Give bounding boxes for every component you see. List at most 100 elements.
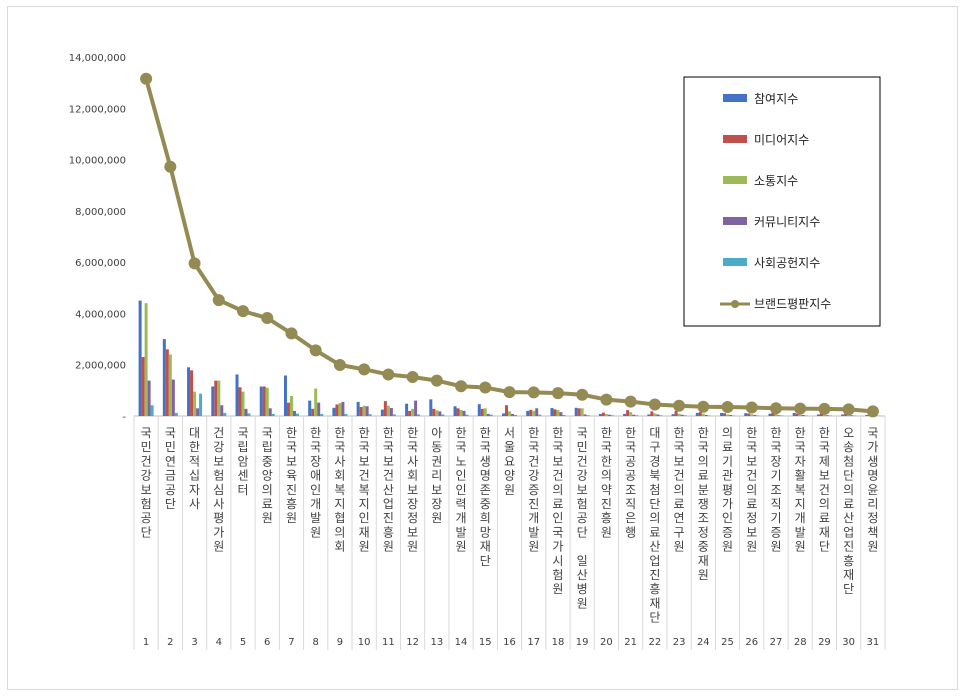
bar-1-27 (795, 413, 799, 416)
bar-2-25 (750, 414, 754, 416)
line-point-5-9 (358, 363, 371, 376)
bars (138, 300, 881, 416)
bar-2-16 (532, 410, 536, 416)
axes: - 2,000,000 4,000,000 6,000,000 8,000,000 10,… (69, 53, 886, 650)
bar-4-20 (635, 415, 639, 416)
line-point-5-16 (527, 386, 540, 399)
bar-2-10 (386, 405, 390, 416)
bar-1-21 (650, 411, 654, 416)
rank-label: 18 (552, 637, 565, 648)
line-point-5-5 (261, 312, 274, 325)
bar-3-9 (365, 406, 369, 416)
bar-2-18 (580, 408, 584, 416)
bar-4-7 (320, 413, 324, 416)
line-point-5-6 (285, 327, 298, 340)
bar-2-1 (168, 354, 172, 416)
bar-1-18 (577, 408, 581, 416)
y-tick-label: 14,000,000 (69, 53, 126, 64)
bar-3-5 (268, 408, 272, 416)
bar-4-26 (780, 415, 784, 416)
bar-2-12 (435, 410, 439, 416)
rank-label: 10 (358, 637, 371, 648)
bar-4-14 (489, 414, 493, 416)
bar-1-13 (456, 408, 460, 416)
bar-0-30 (865, 414, 869, 416)
bar-0-5 (259, 386, 263, 416)
bar-1-9 (359, 407, 363, 416)
bar-4-18 (586, 415, 590, 416)
bar-2-24 (726, 414, 730, 416)
line-point-5-26 (769, 402, 782, 415)
bar-3-25 (753, 414, 757, 416)
line-point-5-3 (212, 294, 225, 307)
bar-4-0 (150, 405, 154, 416)
y-tick-label: 8,000,000 (75, 207, 126, 218)
line-point-5-8 (333, 358, 346, 371)
line-point-5-2 (188, 257, 201, 270)
bar-0-11 (405, 403, 409, 416)
bar-2-8 (338, 403, 342, 416)
bar-2-5 (265, 387, 269, 416)
rank-label: 27 (770, 637, 783, 648)
legend-box (683, 76, 881, 327)
rank-label: 30 (842, 637, 855, 648)
line-point-5-28 (818, 402, 831, 415)
legend-label-4: 사회공헌지수 (754, 256, 820, 270)
rank-label: 4 (216, 637, 222, 648)
bar-3-13 (462, 410, 466, 416)
bar-4-17 (562, 414, 566, 416)
y-tick-label: 12,000,000 (69, 104, 126, 115)
bar-1-11 (408, 410, 412, 416)
bar-0-21 (647, 414, 651, 416)
bar-0-25 (744, 413, 748, 416)
bar-0-1 (162, 339, 166, 416)
bar-4-24 (732, 415, 736, 416)
bar-3-15 (511, 413, 514, 416)
bar-4-2 (199, 393, 203, 416)
bar-3-7 (317, 402, 321, 416)
bar-3-14 (486, 413, 490, 416)
bar-0-23 (695, 412, 699, 416)
chart-frame: - 2,000,000 4,000,000 6,000,000 8,000,000 10,… (7, 6, 958, 690)
rank-label: 7 (288, 637, 294, 648)
y-tick-label: - (122, 412, 126, 423)
line-point-5-20 (624, 395, 637, 408)
rank-label: 26 (745, 637, 758, 648)
bar-2-14 (483, 408, 487, 416)
line-point-5-4 (237, 305, 250, 318)
legend-swatch-0 (723, 94, 747, 102)
bar-0-17 (550, 408, 554, 416)
legend-label-2: 소통지수 (754, 174, 798, 188)
bar-2-15 (508, 411, 511, 416)
bar-0-0 (138, 300, 142, 416)
bar-1-8 (335, 404, 339, 416)
legend-swatch-2 (723, 176, 747, 184)
bar-2-9 (362, 405, 366, 416)
rank-label: 3 (191, 637, 197, 648)
bar-3-24 (729, 414, 733, 416)
bar-2-26 (774, 413, 778, 416)
bar-4-8 (344, 413, 348, 416)
legend-swatch-3 (723, 217, 747, 225)
bar-3-4 (244, 408, 248, 416)
bar-0-8 (332, 407, 336, 416)
bar-0-14 (477, 404, 481, 416)
bar-4-9 (368, 414, 372, 416)
line-point-5-18 (576, 388, 589, 401)
bar-1-26 (771, 412, 775, 416)
rank-label: 14 (455, 637, 468, 648)
bar-4-15 (514, 414, 517, 416)
